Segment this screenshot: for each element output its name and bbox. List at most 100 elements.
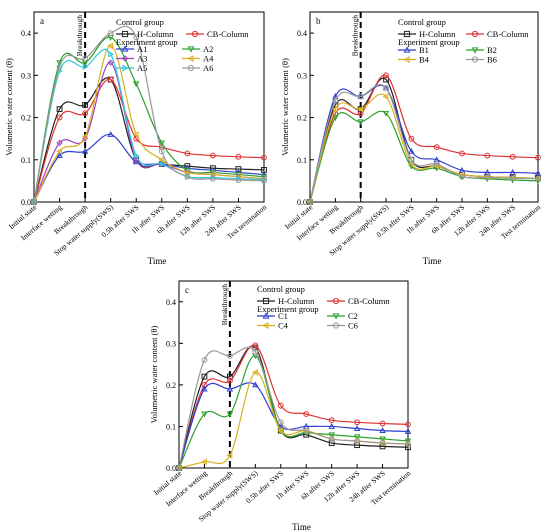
legend-label: H-Column bbox=[137, 29, 174, 39]
data-point-marker bbox=[484, 152, 491, 159]
data-point-marker bbox=[187, 46, 195, 53]
series-line bbox=[33, 62, 265, 203]
data-point-marker bbox=[379, 440, 386, 446]
series-c6 bbox=[176, 346, 411, 471]
data-point-marker bbox=[201, 411, 208, 418]
data-point-marker bbox=[403, 56, 410, 63]
data-point-marker bbox=[407, 160, 414, 168]
legend-entry-h-column: H-Column bbox=[398, 29, 456, 39]
data-point-marker bbox=[191, 30, 199, 38]
legend-label: A6 bbox=[203, 63, 213, 73]
plot-frame bbox=[309, 11, 539, 203]
data-point-marker bbox=[56, 106, 63, 113]
data-point-marker bbox=[277, 402, 284, 409]
chart-panel-c: 0.0 0.1 0.2 0.3 0.4 Volumetric water content … bbox=[149, 280, 412, 531]
series-line bbox=[33, 36, 265, 203]
data-point-marker bbox=[277, 419, 284, 426]
legend-entry-c6: C6 bbox=[327, 321, 358, 331]
data-point-marker bbox=[226, 377, 233, 384]
series-line bbox=[309, 93, 539, 203]
y-tick-label: 0.1 bbox=[21, 156, 31, 165]
series-line bbox=[178, 382, 409, 469]
legend-label: B2 bbox=[487, 45, 497, 55]
legend-control-title: Control group bbox=[257, 284, 305, 294]
data-point-marker bbox=[121, 45, 129, 52]
data-point-marker bbox=[209, 175, 216, 182]
data-point-marker bbox=[82, 101, 89, 108]
data-point-marker bbox=[383, 85, 389, 91]
data-point-marker bbox=[332, 322, 340, 329]
y-tick-label: 0.4 bbox=[21, 29, 31, 38]
series-b2 bbox=[306, 110, 542, 206]
legend-entry-c1: C1 bbox=[257, 311, 288, 321]
legend-label: C2 bbox=[348, 311, 358, 321]
series-a6 bbox=[31, 25, 267, 205]
data-point-marker bbox=[277, 427, 284, 434]
legend-label: B1 bbox=[419, 45, 429, 55]
data-point-marker bbox=[433, 161, 440, 167]
data-point-marker bbox=[252, 348, 259, 355]
y-tick-label: 0.0 bbox=[166, 464, 176, 473]
data-point-marker bbox=[383, 76, 389, 83]
series-line bbox=[178, 344, 409, 469]
legend-label: A5 bbox=[137, 63, 147, 73]
legend-label: C4 bbox=[278, 321, 289, 331]
data-point-marker bbox=[159, 160, 166, 168]
data-point-marker bbox=[158, 140, 166, 147]
data-point-marker bbox=[184, 150, 191, 157]
data-point-marker bbox=[158, 148, 165, 155]
data-point-marker bbox=[332, 115, 339, 121]
y-tick-label: 0.2 bbox=[21, 114, 31, 123]
data-point-marker bbox=[382, 93, 389, 100]
data-point-marker bbox=[187, 55, 194, 62]
legend-entry-h-column: H-Column bbox=[116, 29, 174, 39]
data-point-marker bbox=[226, 385, 234, 392]
data-point-marker bbox=[328, 436, 335, 442]
y-tick-label: 0.3 bbox=[297, 71, 307, 80]
data-point-marker bbox=[82, 110, 89, 117]
legend-label: B6 bbox=[487, 55, 497, 65]
legend-label: CB-Column bbox=[348, 296, 390, 306]
x-axis-label: Time bbox=[423, 256, 442, 266]
data-point-marker bbox=[107, 30, 114, 37]
data-point-marker bbox=[56, 63, 63, 70]
panel-label: c bbox=[185, 285, 189, 295]
y-tick-label: 0.2 bbox=[297, 114, 307, 123]
data-point-marker bbox=[226, 452, 233, 459]
series-line bbox=[178, 355, 409, 469]
data-point-marker bbox=[226, 411, 234, 418]
data-point-marker bbox=[201, 385, 208, 392]
data-point-marker bbox=[405, 440, 411, 447]
panel-label: b bbox=[316, 16, 321, 26]
series-line bbox=[33, 78, 265, 203]
legend-entry-a6: A6 bbox=[182, 63, 213, 73]
data-point-marker bbox=[107, 59, 114, 66]
data-point-marker bbox=[262, 322, 269, 329]
y-tick-label: 0.1 bbox=[166, 422, 176, 431]
data-point-marker bbox=[307, 199, 313, 205]
legend-control-title: Control group bbox=[116, 17, 164, 27]
data-point-marker bbox=[132, 131, 139, 138]
series-a5 bbox=[31, 48, 268, 206]
plot-frame bbox=[178, 280, 409, 469]
data-point-marker bbox=[509, 175, 516, 182]
data-point-marker bbox=[56, 139, 63, 146]
legend-label: A3 bbox=[137, 54, 147, 64]
data-point-marker bbox=[357, 93, 364, 100]
data-point-marker bbox=[107, 131, 114, 137]
data-point-marker bbox=[251, 369, 258, 376]
data-point-marker bbox=[471, 47, 479, 54]
legend: Control group H-Column CB-Column Experiment… bbox=[398, 17, 529, 65]
data-point-marker bbox=[509, 169, 516, 175]
data-point-marker bbox=[252, 381, 259, 388]
data-point-marker bbox=[201, 458, 207, 466]
y-tick-label: 0.4 bbox=[297, 29, 307, 38]
series-line bbox=[309, 84, 539, 203]
data-point-marker bbox=[535, 154, 541, 161]
data-point-marker bbox=[379, 436, 386, 443]
legend-entry-b2: B2 bbox=[466, 45, 497, 55]
data-point-marker bbox=[56, 114, 63, 121]
y-tick-label: 0.2 bbox=[166, 381, 176, 390]
data-point-marker bbox=[226, 373, 233, 380]
data-point-marker bbox=[176, 465, 182, 471]
